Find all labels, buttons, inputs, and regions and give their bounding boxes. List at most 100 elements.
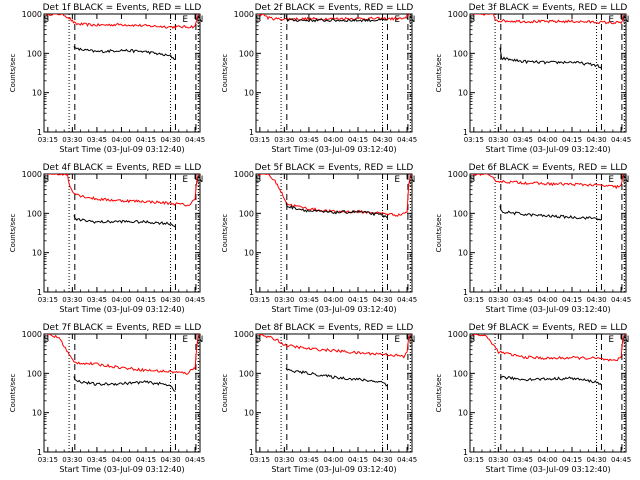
x-tick-label: 03:30: [62, 456, 82, 464]
y-tick-label: 1000: [22, 10, 42, 19]
marker-e: E: [394, 335, 400, 345]
x-tick-label: 03:15: [38, 136, 58, 144]
y-axis-label: Counts/sec: [435, 54, 443, 93]
y-tick-label: 100: [453, 209, 468, 218]
series-events-line: [73, 46, 176, 60]
x-tick-label: 04:00: [111, 456, 131, 464]
panel-title: Det 6f BLACK = Events, RED = LLD: [469, 163, 628, 173]
y-tick-label: 100: [27, 369, 42, 378]
y-tick-label: 1000: [448, 10, 468, 19]
x-tick-label: 04:00: [323, 296, 343, 304]
y-tick-label: 1: [249, 448, 254, 457]
y-tick-label: 1: [463, 288, 468, 297]
x-axis-label: Start Time (03-Jul-09 03:12:40): [59, 305, 184, 314]
y-tick-label: 100: [27, 49, 42, 58]
series-events-line: [499, 47, 602, 69]
marker-e: E: [608, 15, 614, 25]
x-tick-label: 03:30: [488, 296, 508, 304]
y-axis-label: Counts/sec: [435, 374, 443, 413]
panel-det-7: Det 7f BLACK = Events, RED = LLD 1 10 100 10…: [9, 323, 205, 474]
marker-n: N: [197, 175, 204, 185]
plot-frame: [43, 173, 201, 293]
panel-title: Det 7f BLACK = Events, RED = LLD: [43, 323, 202, 333]
x-tick-label: 03:45: [87, 456, 107, 464]
y-axis-label: Counts/sec: [9, 374, 17, 413]
plot-frame: [43, 13, 201, 133]
x-tick-label: 04:30: [160, 136, 180, 144]
marker-s: S: [469, 15, 475, 25]
x-tick-label: 03:15: [38, 296, 58, 304]
x-tick-label: 04:00: [537, 136, 557, 144]
y-tick-label: 10: [244, 409, 254, 418]
marker-e: E: [182, 335, 188, 345]
marker-e: E: [182, 15, 188, 25]
x-tick-label: 04:45: [185, 136, 205, 144]
panel-det-9: Det 9f BLACK = Events, RED = LLD 1 10 100 10…: [435, 323, 631, 474]
x-axis-label: Start Time (03-Jul-09 03:12:40): [271, 465, 396, 474]
x-tick-label: 04:45: [185, 456, 205, 464]
y-tick-label: 10: [32, 409, 42, 418]
x-tick-label: 03:45: [299, 296, 319, 304]
y-tick-label: 1: [249, 288, 254, 297]
x-tick-label: 04:30: [586, 456, 606, 464]
y-tick-label: 10: [244, 249, 254, 258]
marker-n: N: [197, 335, 204, 345]
plot-frame: [469, 173, 627, 293]
x-tick-label: 04:45: [611, 136, 631, 144]
marker-n: N: [623, 335, 630, 345]
series-lld-line: [257, 14, 411, 22]
y-axis-label: Counts/sec: [435, 214, 443, 253]
x-tick-label: 04:15: [136, 456, 156, 464]
series-lld-line: [471, 334, 625, 362]
y-axis-label: Counts/sec: [221, 54, 229, 93]
y-tick-label: 1: [37, 448, 42, 457]
marker-n: N: [623, 15, 630, 25]
panel-det-6: Det 6f BLACK = Events, RED = LLD 1 10 100 10…: [435, 163, 631, 314]
y-tick-label: 1: [463, 128, 468, 137]
x-axis-label: Start Time (03-Jul-09 03:12:40): [271, 145, 396, 154]
x-tick-label: 03:45: [87, 296, 107, 304]
marker-e: E: [182, 175, 188, 185]
x-tick-label: 04:45: [611, 296, 631, 304]
x-tick-label: 03:30: [488, 456, 508, 464]
panel-title: Det 1f BLACK = Events, RED = LLD: [43, 3, 202, 13]
x-tick-label: 04:15: [348, 136, 368, 144]
marker-s: S: [255, 15, 261, 25]
series-events-line: [285, 15, 388, 23]
x-tick-label: 04:00: [111, 136, 131, 144]
x-tick-label: 03:30: [488, 136, 508, 144]
y-tick-label: 100: [239, 209, 254, 218]
panel-title: Det 9f BLACK = Events, RED = LLD: [469, 323, 628, 333]
x-tick-label: 03:45: [513, 136, 533, 144]
marker-n: N: [409, 335, 416, 345]
series-events-line: [73, 215, 176, 228]
panel-det-4: Det 4f BLACK = Events, RED = LLD 1 10 100 10…: [9, 163, 205, 314]
x-tick-label: 03:15: [464, 136, 484, 144]
x-tick-label: 04:30: [586, 296, 606, 304]
series-lld-line: [46, 174, 199, 207]
panel-title: Det 2f BLACK = Events, RED = LLD: [255, 3, 414, 13]
y-tick-label: 1: [463, 448, 468, 457]
x-tick-label: 04:15: [562, 296, 582, 304]
y-tick-label: 1000: [234, 10, 254, 19]
panel-det-3: Det 3f BLACK = Events, RED = LLD 1 10 100 10…: [435, 3, 631, 154]
x-tick-label: 03:15: [250, 296, 270, 304]
x-tick-label: 04:30: [372, 296, 392, 304]
y-tick-label: 10: [458, 409, 468, 418]
y-tick-label: 10: [244, 89, 254, 98]
y-tick-label: 10: [458, 89, 468, 98]
y-axis-label: Counts/sec: [221, 374, 229, 413]
marker-e: E: [394, 175, 400, 185]
x-tick-label: 04:45: [185, 296, 205, 304]
y-tick-label: 10: [32, 249, 42, 258]
x-tick-label: 04:45: [397, 456, 417, 464]
series-events-line: [285, 367, 388, 387]
x-tick-label: 04:15: [348, 296, 368, 304]
y-axis-label: Counts/sec: [9, 214, 17, 253]
y-tick-label: 1000: [22, 170, 42, 179]
x-tick-label: 04:30: [160, 456, 180, 464]
plot-frame: [255, 173, 413, 293]
y-tick-label: 100: [239, 49, 254, 58]
marker-s: S: [43, 175, 49, 185]
x-tick-label: 03:30: [62, 136, 82, 144]
